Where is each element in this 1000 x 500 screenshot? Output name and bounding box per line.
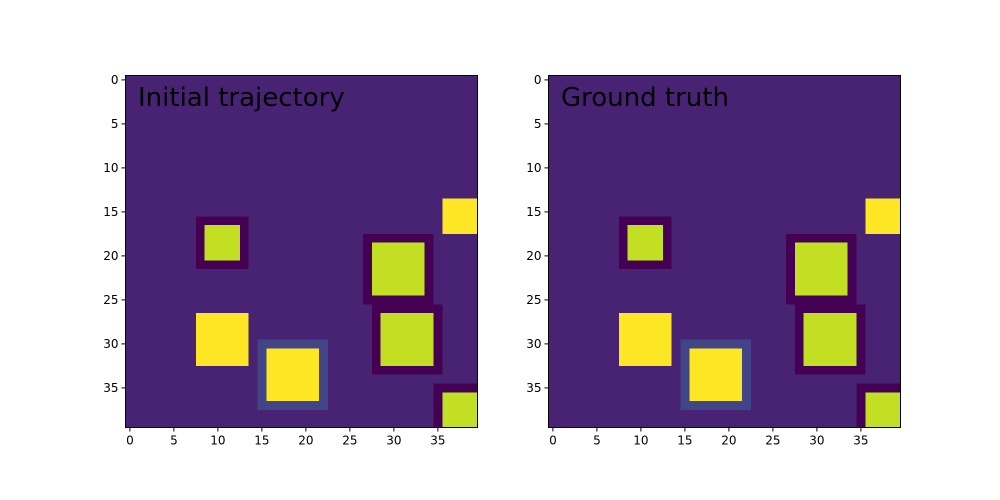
x-tick-label: 20 (721, 434, 736, 448)
heatmap-cell-block (195, 313, 249, 366)
x-tick-label: 35 (853, 434, 868, 448)
x-tick-label: 30 (809, 434, 824, 448)
heatmap-panel-initial-trajectory: 0 5 10 15 20 25 30 35 0 5 10 15 20 25 30 35 Initial tra… (103, 73, 478, 448)
x-tick-label: 0 (126, 434, 134, 448)
y-tick-label: 0 (111, 73, 119, 87)
y-tick-label: 35 (526, 381, 541, 395)
x-tick-label: 10 (633, 434, 648, 448)
heatmap-cell-block (794, 242, 848, 296)
heatmap-cell-block (442, 392, 478, 428)
heatmap-panel-ground-truth: 0 5 10 15 20 25 30 35 0 5 10 15 20 25 30 35 Ground trut… (526, 73, 901, 448)
x-tick-label: 15 (677, 434, 692, 448)
x-tick-label: 10 (210, 434, 225, 448)
y-tick-label: 35 (103, 381, 118, 395)
y-tick-label: 10 (103, 161, 118, 175)
heatmap-cell-block (689, 348, 743, 402)
axes-frame (125, 75, 478, 428)
panel-title: Ground truth (561, 83, 729, 113)
heatmap-cell-block (204, 225, 240, 261)
plot-area: 0 5 10 15 20 25 30 35 0 5 10 15 20 25 30 35 (103, 73, 478, 448)
y-tick-label: 5 (111, 117, 119, 131)
plot-area: 0 5 10 15 20 25 30 35 0 5 10 15 20 25 30 35 (526, 73, 901, 448)
x-tick-label: 35 (430, 434, 445, 448)
heatmap-cell-block (803, 313, 857, 366)
y-tick-label: 15 (526, 205, 541, 219)
y-tick-label: 0 (534, 73, 542, 87)
x-tick-label: 20 (298, 434, 313, 448)
x-tick-label: 5 (593, 434, 601, 448)
heatmap-cell-block (380, 313, 434, 366)
heatmap-cell-block (865, 198, 901, 234)
y-tick-label: 5 (534, 117, 542, 131)
x-tick-label: 25 (342, 434, 357, 448)
x-tick-label: 5 (170, 434, 178, 448)
heatmap-cell-block (442, 198, 478, 234)
x-tick-label: 15 (254, 434, 269, 448)
x-tick-label: 30 (386, 434, 401, 448)
heatmap-cell-block (371, 242, 425, 296)
y-tick-label: 15 (103, 205, 118, 219)
y-tick-label: 20 (526, 249, 541, 263)
y-tick-label: 30 (103, 337, 118, 351)
heatmap-cell-block (865, 392, 901, 428)
heatmap-cell-block (618, 313, 672, 366)
y-tick-label: 25 (103, 293, 118, 307)
axes-frame (548, 75, 901, 428)
y-tick-label: 20 (103, 249, 118, 263)
y-tick-label: 30 (526, 337, 541, 351)
panel-title: Initial trajectory (138, 83, 345, 113)
y-tick-label: 10 (526, 161, 541, 175)
x-tick-label: 25 (765, 434, 780, 448)
heatmap-cell-block (627, 225, 663, 261)
y-tick-label: 25 (526, 293, 541, 307)
x-tick-label: 0 (549, 434, 557, 448)
heatmap-cell-block (266, 348, 320, 402)
